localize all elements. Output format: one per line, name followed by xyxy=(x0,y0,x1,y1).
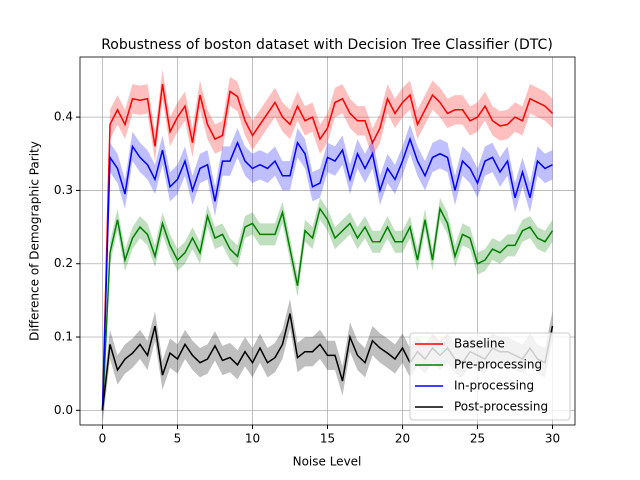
confidence-band xyxy=(102,298,553,425)
axes-frame xyxy=(79,56,576,426)
y-tick-label: 0.1 xyxy=(54,330,73,344)
series-line xyxy=(101,206,554,411)
legend-label: In-processing xyxy=(454,379,534,393)
x-axis-label: Noise Level xyxy=(293,455,362,469)
x-tick-label: 10 xyxy=(245,432,260,446)
x-tick-label: 25 xyxy=(470,432,485,446)
y-tick-label: 0.4 xyxy=(54,110,73,124)
y-tick-label: 0.3 xyxy=(54,183,73,197)
series-line xyxy=(101,136,553,411)
y-axis-label: Difference of Demographic Parity xyxy=(28,141,42,341)
legend-label: Baseline xyxy=(454,337,505,351)
x-tick-label: 20 xyxy=(395,432,410,446)
y-tick-label: 0.2 xyxy=(54,256,73,270)
x-tick-label: 30 xyxy=(545,432,560,446)
legend-label: Post-processing xyxy=(454,400,548,414)
confidence-band xyxy=(102,69,553,425)
x-tick-label: 15 xyxy=(320,432,335,446)
series-line xyxy=(101,84,554,411)
legend-box xyxy=(409,332,571,421)
x-tick-label: 5 xyxy=(174,432,182,446)
x-tick-label: 0 xyxy=(99,432,107,446)
chart-title: Robustness of boston dataset with Decisi… xyxy=(101,37,553,53)
legend-label: Pre-processing xyxy=(454,358,542,372)
y-tick-label: 0.0 xyxy=(54,403,73,417)
